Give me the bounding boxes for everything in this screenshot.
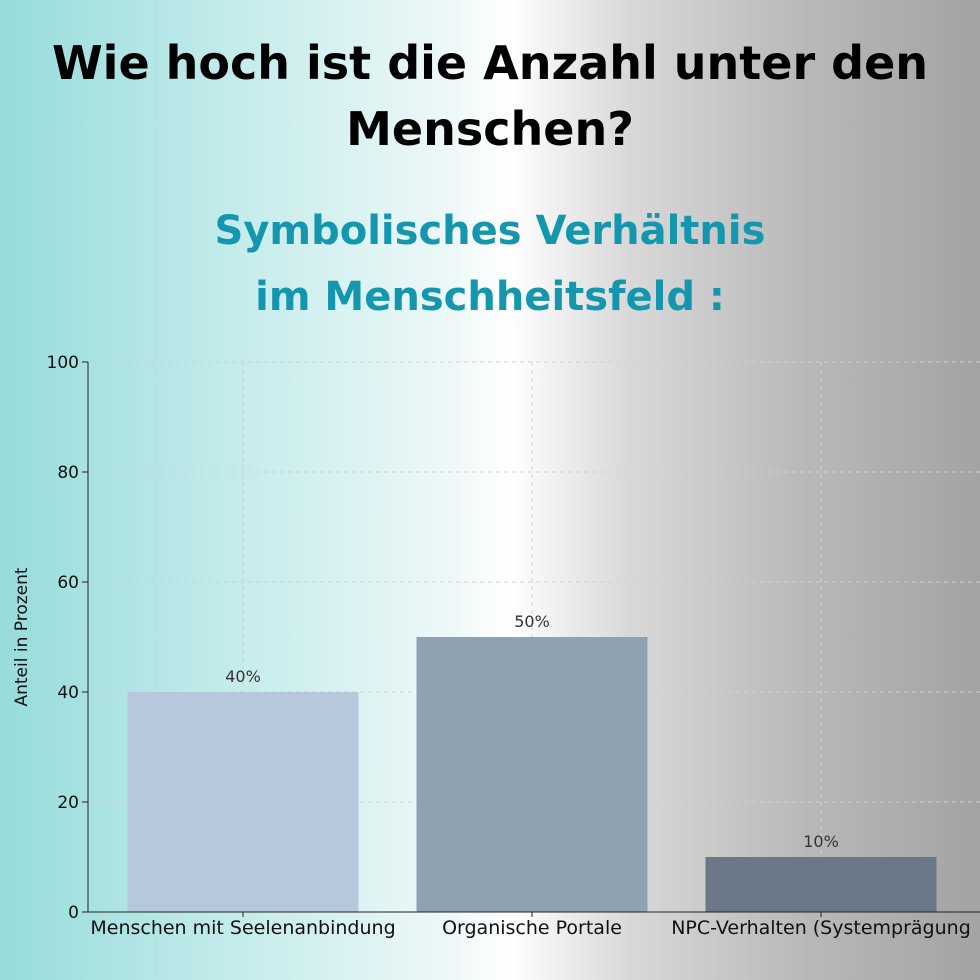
page-title: Wie hoch ist die Anzahl unter den Mensch… bbox=[0, 30, 980, 162]
subtitle-line-2: im Menschheitsfeld : bbox=[255, 274, 725, 320]
y-tick-label-100: 100 bbox=[47, 353, 79, 373]
data-label-3: 10% bbox=[803, 832, 839, 851]
bar-3 bbox=[705, 857, 937, 912]
data-label-1: 40% bbox=[225, 667, 261, 686]
chart-x-ticks: Menschen mit Seelenanbindung Organische P… bbox=[90, 912, 971, 939]
title-line-2: Menschen? bbox=[346, 102, 634, 156]
y-tick-label-40: 40 bbox=[57, 683, 79, 703]
bar-1 bbox=[127, 692, 359, 912]
y-tick-label-0: 0 bbox=[68, 903, 79, 923]
x-tick-label-1: Menschen mit Seelenanbindung bbox=[90, 917, 395, 939]
chart-data-labels: 40% 50% 10% bbox=[225, 612, 839, 851]
y-axis-label: Anteil in Prozent bbox=[12, 567, 32, 706]
chart-y-ticks: 0 20 40 60 80 100 bbox=[47, 353, 88, 923]
y-tick-label-80: 80 bbox=[57, 463, 79, 483]
y-tick-label-60: 60 bbox=[57, 573, 79, 593]
page-subtitle: Symbolisches Verhältnis im Menschheitsfe… bbox=[0, 198, 980, 330]
chart-bars bbox=[127, 637, 937, 912]
title-line-1: Wie hoch ist die Anzahl unter den bbox=[51, 36, 929, 90]
subtitle-line-1: Symbolisches Verhältnis bbox=[214, 208, 766, 254]
x-tick-label-2: Organische Portale bbox=[442, 917, 622, 939]
bar-2 bbox=[416, 637, 648, 912]
x-tick-label-3: NPC-Verhalten (Systemprägung bbox=[671, 917, 971, 939]
chart-axes bbox=[87, 362, 980, 913]
y-tick-label-20: 20 bbox=[57, 793, 79, 813]
data-label-2: 50% bbox=[514, 612, 550, 631]
